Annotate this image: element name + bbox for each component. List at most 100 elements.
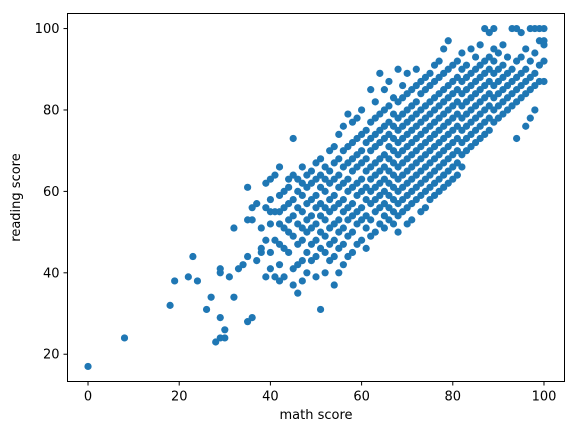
data-point [394, 228, 402, 236]
data-point [321, 187, 329, 195]
data-point [285, 248, 293, 257]
x-tick-label: 100 [532, 390, 557, 405]
data-point [335, 216, 343, 224]
data-point [312, 236, 320, 244]
data-point [312, 252, 320, 261]
data-point [312, 273, 320, 281]
data-point [266, 248, 274, 257]
y-tick-label: 60 [43, 185, 60, 200]
data-point [248, 216, 256, 224]
data-point [385, 102, 393, 110]
data-point [266, 265, 274, 273]
data-point [412, 98, 420, 106]
points-layer [84, 24, 548, 371]
data-point [358, 204, 366, 212]
data-point [380, 224, 388, 232]
data-point [207, 293, 215, 301]
data-point [394, 65, 402, 73]
y-axis-ticks: 20 40 60 80 100 [35, 22, 68, 363]
data-point [312, 191, 320, 200]
data-point [239, 261, 247, 269]
data-point [307, 167, 316, 175]
data-point [321, 232, 329, 240]
data-point [426, 69, 434, 77]
x-axis-label: math score [279, 408, 352, 423]
x-tick-label: 40 [262, 390, 279, 405]
data-point [339, 224, 347, 232]
x-axis-ticks: 0 20 40 60 80 100 [84, 381, 557, 405]
data-point [499, 41, 507, 49]
data-point [412, 65, 420, 73]
y-tick-label: 80 [43, 103, 60, 118]
data-point [330, 143, 338, 151]
data-point [189, 252, 197, 261]
data-point [216, 265, 224, 273]
data-point [371, 98, 379, 106]
plot-frame [67, 13, 565, 382]
data-point [298, 236, 306, 244]
data-point [540, 24, 548, 33]
data-point [499, 61, 507, 69]
data-point [353, 114, 361, 122]
data-point [513, 134, 521, 143]
data-point [257, 244, 265, 252]
data-point [335, 269, 343, 277]
data-point [326, 167, 334, 175]
data-point [522, 65, 530, 73]
data-point [367, 216, 375, 224]
data-point [540, 77, 548, 86]
data-point [193, 277, 202, 285]
data-point [307, 212, 316, 220]
data-point [440, 45, 448, 53]
data-point [380, 86, 388, 94]
data-point [262, 236, 270, 244]
data-point [312, 220, 320, 228]
data-point [517, 29, 525, 37]
data-point [408, 216, 416, 224]
data-point [403, 69, 411, 77]
data-point [230, 293, 238, 301]
data-point [339, 261, 347, 269]
data-point [335, 130, 343, 138]
data-point [531, 49, 539, 57]
data-point [348, 248, 357, 257]
data-point [303, 269, 311, 277]
data-point [362, 224, 370, 232]
data-point [330, 191, 338, 200]
data-point [216, 313, 224, 322]
data-point [490, 24, 498, 33]
data-point [522, 45, 530, 53]
data-point [485, 126, 493, 134]
data-point [376, 69, 384, 77]
y-tick-label: 100 [35, 22, 60, 37]
data-point [257, 224, 265, 232]
data-point [248, 313, 256, 322]
data-point [344, 110, 352, 118]
data-point [298, 208, 306, 216]
data-point [471, 53, 480, 61]
data-point [298, 257, 306, 265]
data-point [266, 195, 274, 204]
data-point [289, 195, 297, 204]
data-point [84, 362, 92, 371]
data-point [458, 163, 466, 171]
data-point [503, 53, 512, 61]
data-point [358, 106, 366, 114]
data-point [339, 195, 347, 204]
data-point [289, 232, 297, 240]
data-point [344, 175, 352, 183]
data-point [526, 114, 534, 122]
data-point [476, 41, 484, 49]
data-point [253, 257, 261, 265]
data-point [171, 277, 179, 285]
data-point [303, 248, 311, 257]
y-tick-label: 40 [43, 266, 60, 281]
data-point [435, 57, 443, 65]
x-tick-label: 20 [171, 390, 188, 405]
data-point [339, 240, 347, 248]
data-point [330, 281, 338, 289]
y-axis-label: reading score [9, 153, 24, 241]
data-point [316, 305, 325, 314]
data-point [266, 220, 274, 228]
